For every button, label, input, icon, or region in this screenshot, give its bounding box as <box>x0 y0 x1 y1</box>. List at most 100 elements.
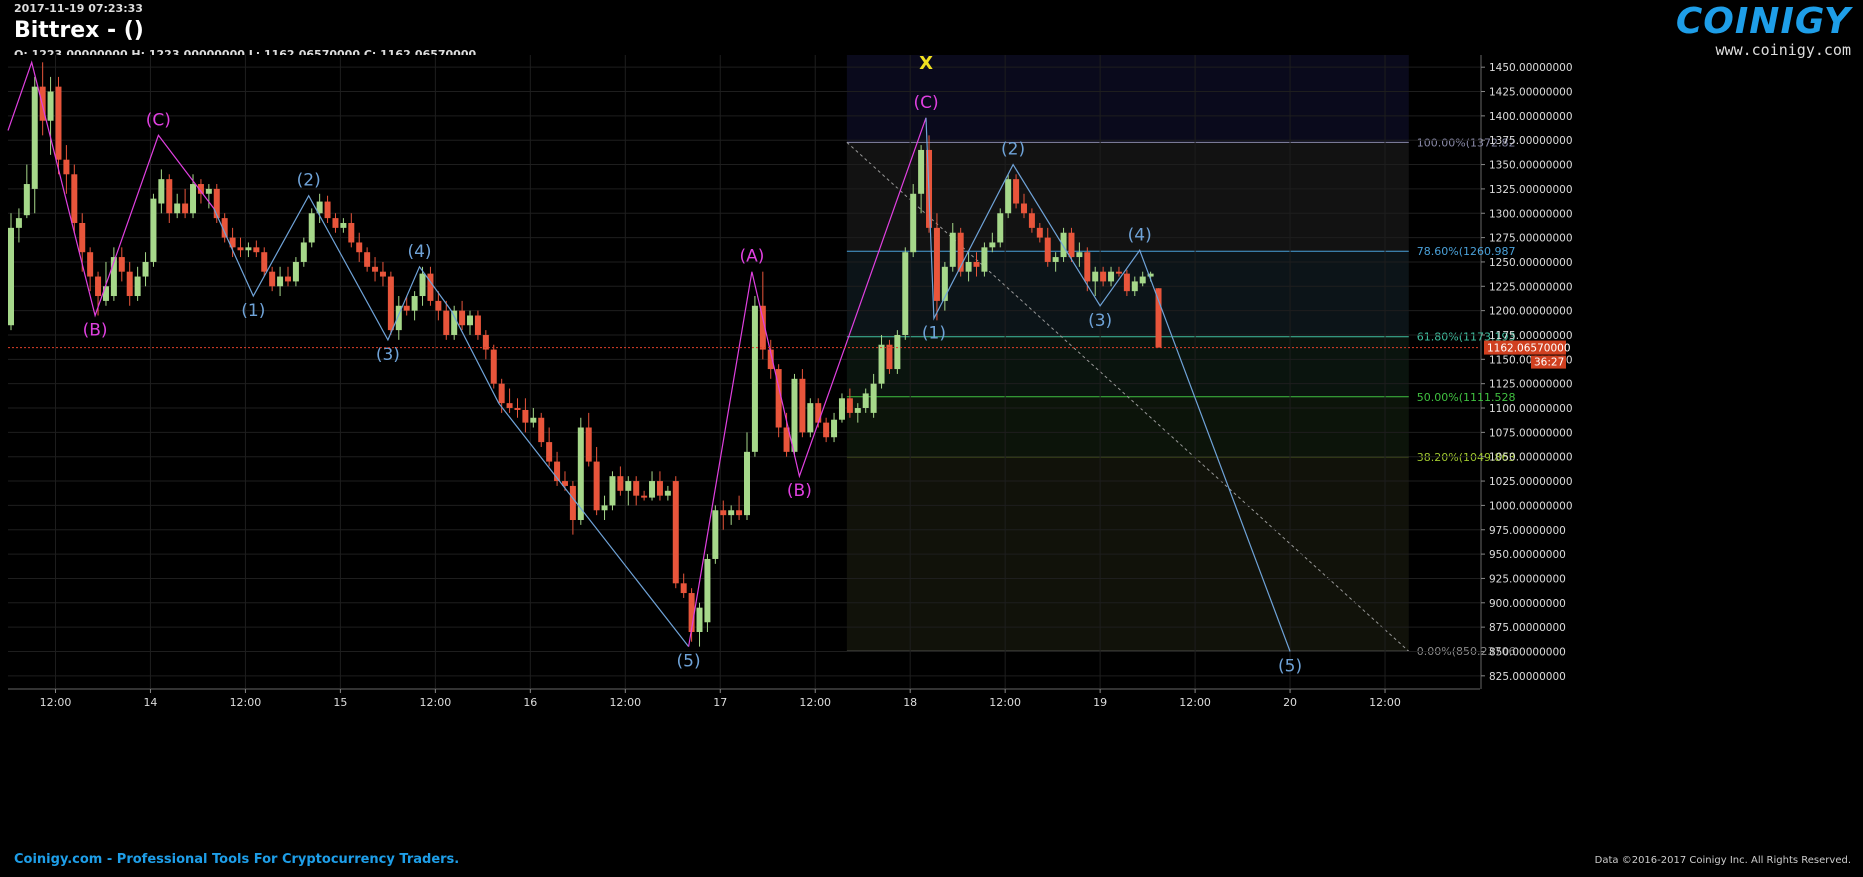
candle-body <box>205 188 212 194</box>
candle-body <box>269 271 276 287</box>
candle-body <box>364 252 371 267</box>
candle-body <box>902 252 909 335</box>
coinigy-logo[interactable]: COINIGY www.coinigy.com <box>1676 2 1851 59</box>
candle <box>807 398 814 438</box>
candle <box>1005 174 1012 219</box>
x-tick-label: 12:00 <box>1369 696 1401 709</box>
candle-body <box>751 305 758 452</box>
candle-body <box>87 252 94 277</box>
candle <box>1020 193 1027 219</box>
candle <box>467 310 474 335</box>
y-tick-label: 1200.00000000 <box>1489 306 1573 318</box>
candle <box>182 188 189 219</box>
candle <box>63 145 70 194</box>
y-tick-label: 1175.00000000 <box>1489 330 1573 342</box>
candle <box>419 266 426 306</box>
candle <box>292 257 299 287</box>
candle-body <box>791 378 798 452</box>
candle <box>862 388 869 413</box>
candle <box>308 208 315 248</box>
candle <box>878 334 885 389</box>
wave-label: (B) <box>787 481 812 501</box>
x-tick-label: 19 <box>1093 696 1107 709</box>
candle <box>474 310 481 340</box>
candle-body <box>807 403 814 433</box>
y-tick-label: 1300.00000000 <box>1489 208 1573 220</box>
candle-body <box>870 383 877 413</box>
candle <box>823 417 830 443</box>
candle-body <box>609 476 616 506</box>
candle-body <box>118 257 125 272</box>
wave-label: (2) <box>1001 140 1025 160</box>
candle <box>649 471 656 501</box>
x-tick-label: 16 <box>523 696 537 709</box>
candle <box>31 76 38 214</box>
candle <box>838 393 845 423</box>
candle <box>530 408 537 428</box>
candle-body <box>664 490 671 496</box>
x-tick-label: 12:00 <box>230 696 262 709</box>
candle <box>1131 276 1138 297</box>
candle-body <box>641 495 648 498</box>
candle <box>546 427 553 467</box>
y-tick-label: 925.00000000 <box>1489 573 1566 585</box>
candle-body <box>308 213 315 243</box>
candle <box>451 305 458 340</box>
candle <box>142 252 149 287</box>
candle-body <box>284 276 291 282</box>
wave-label: (4) <box>1128 225 1152 245</box>
candle-body <box>443 310 450 335</box>
candle-body <box>815 403 822 423</box>
y-tick-label: 1000.00000000 <box>1489 500 1573 512</box>
candle-body <box>854 408 861 413</box>
y-tick-label: 1125.00000000 <box>1489 379 1573 391</box>
candle-body <box>110 257 117 297</box>
candle-body <box>933 227 940 301</box>
candle-body <box>253 247 260 253</box>
wave-label: (1) <box>922 323 946 343</box>
candle-body <box>633 481 640 496</box>
candle <box>886 339 893 374</box>
candle-body <box>997 213 1004 243</box>
wave-label: (1) <box>241 301 265 321</box>
wave-label: (4) <box>407 242 431 262</box>
candle-body <box>102 286 109 301</box>
candle-body <box>886 344 893 370</box>
candle <box>395 296 402 340</box>
candle <box>751 296 758 457</box>
wave-line <box>213 194 690 647</box>
candle <box>522 398 529 433</box>
candle-body <box>783 427 790 452</box>
candle-body <box>728 510 735 516</box>
candle <box>585 412 592 467</box>
candle <box>71 164 78 233</box>
candle-body <box>277 276 284 287</box>
candle-body <box>411 296 418 311</box>
candle-body <box>577 427 584 521</box>
candle-body <box>649 481 656 498</box>
candle-body <box>356 242 363 253</box>
candle-body <box>506 403 513 409</box>
x-tick-label: 12:00 <box>799 696 831 709</box>
candle <box>174 193 181 219</box>
candle-body <box>1076 252 1083 258</box>
candle <box>1044 227 1051 267</box>
x-tick-label: 12:00 <box>989 696 1021 709</box>
candle <box>1115 266 1122 277</box>
candle <box>284 266 291 287</box>
candle-body <box>720 510 727 516</box>
x-tick-label: 18 <box>903 696 917 709</box>
candle-body <box>474 315 481 335</box>
candle <box>205 184 212 209</box>
candle <box>47 76 54 155</box>
fib-zone <box>846 336 1409 397</box>
candle-body <box>8 227 14 326</box>
wave-label: (C) <box>913 93 938 113</box>
elliott-wave-lines <box>7 60 1291 652</box>
wave-line <box>7 60 215 318</box>
candle-body <box>221 218 228 238</box>
footer-tagline-link[interactable]: Coinigy.com - Professional Tools For Cry… <box>14 852 460 867</box>
candle-body <box>838 398 845 420</box>
candle <box>949 222 956 272</box>
